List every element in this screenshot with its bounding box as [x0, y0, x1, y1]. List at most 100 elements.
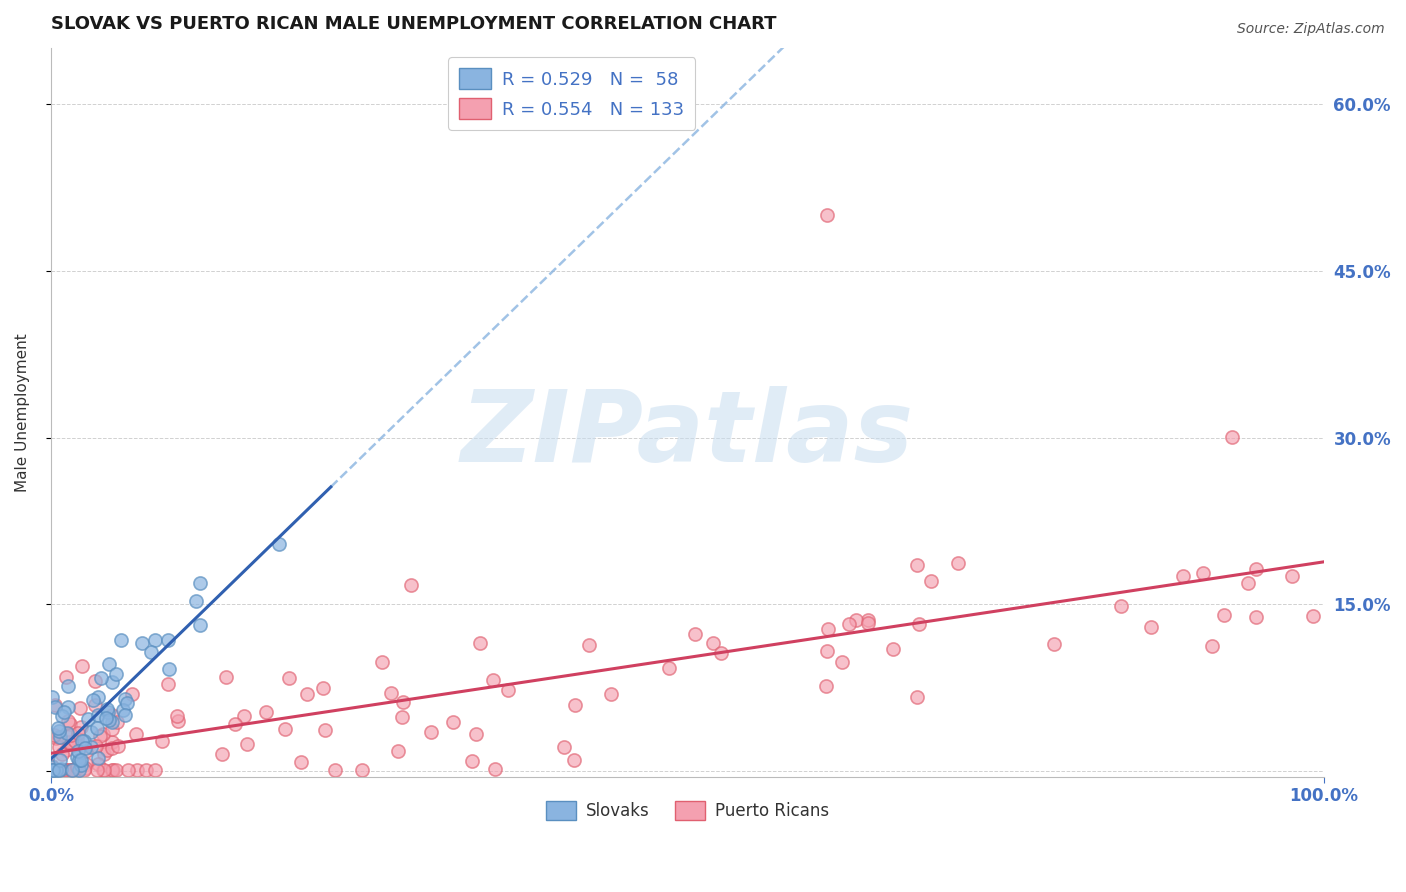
Point: [702, 636, 724, 650]
Point: [921, 574, 943, 589]
Point: [1281, 569, 1303, 583]
Point: [484, 762, 506, 776]
Point: [114, 707, 136, 722]
Point: [496, 682, 519, 697]
Point: [110, 632, 132, 647]
Point: [710, 646, 733, 660]
Point: [87, 708, 110, 723]
Point: [482, 673, 505, 687]
Point: [188, 617, 211, 632]
Point: [815, 208, 838, 222]
Point: [73, 741, 96, 756]
Point: [97, 705, 120, 719]
Point: [815, 644, 838, 658]
Point: [233, 709, 256, 723]
Point: [66, 760, 89, 774]
Point: [236, 737, 259, 751]
Point: [51, 747, 73, 762]
Point: [215, 670, 238, 684]
Point: [184, 594, 207, 608]
Point: [683, 627, 706, 641]
Point: [96, 702, 118, 716]
Point: [67, 763, 90, 777]
Point: [75, 761, 97, 775]
Point: [66, 726, 89, 740]
Point: [93, 726, 115, 740]
Point: [143, 632, 166, 647]
Point: [42, 763, 65, 777]
Point: [58, 735, 80, 749]
Point: [838, 616, 860, 631]
Point: [460, 754, 482, 768]
Point: [48, 740, 70, 755]
Point: [49, 731, 72, 745]
Point: [77, 712, 100, 726]
Point: [188, 576, 211, 591]
Point: [1302, 608, 1324, 623]
Point: [87, 690, 110, 705]
Point: [578, 638, 600, 652]
Point: [93, 763, 115, 777]
Point: [101, 675, 124, 690]
Point: [387, 744, 409, 758]
Point: [391, 709, 413, 723]
Point: [125, 727, 148, 741]
Point: [55, 670, 77, 684]
Point: [98, 657, 121, 672]
Point: [553, 739, 575, 754]
Legend: Slovaks, Puerto Ricans: Slovaks, Puerto Ricans: [538, 794, 835, 827]
Point: [58, 714, 80, 729]
Point: [53, 763, 76, 777]
Point: [49, 762, 72, 776]
Point: [58, 679, 80, 693]
Point: [114, 692, 136, 706]
Point: [60, 763, 83, 777]
Point: [562, 753, 585, 767]
Point: [48, 763, 70, 777]
Point: [150, 734, 173, 748]
Point: [290, 755, 312, 769]
Point: [105, 667, 128, 681]
Point: [96, 742, 118, 756]
Point: [53, 763, 76, 777]
Point: [1201, 639, 1223, 653]
Text: SLOVAK VS PUERTO RICAN MALE UNEMPLOYMENT CORRELATION CHART: SLOVAK VS PUERTO RICAN MALE UNEMPLOYMENT…: [51, 15, 776, 33]
Point: [211, 747, 233, 761]
Point: [65, 763, 87, 777]
Point: [908, 617, 931, 632]
Point: [82, 693, 104, 707]
Point: [41, 763, 63, 777]
Point: [157, 633, 180, 648]
Point: [69, 753, 91, 767]
Point: [323, 763, 346, 777]
Point: [55, 726, 77, 740]
Point: [254, 705, 277, 719]
Point: [93, 747, 115, 761]
Point: [70, 734, 93, 748]
Point: [856, 613, 879, 627]
Point: [1173, 569, 1195, 583]
Point: [48, 763, 70, 777]
Point: [882, 641, 904, 656]
Point: [66, 750, 89, 764]
Point: [56, 700, 79, 714]
Point: [80, 725, 103, 739]
Point: [419, 725, 441, 739]
Point: [274, 722, 297, 736]
Point: [70, 758, 93, 772]
Point: [48, 753, 70, 767]
Point: [399, 577, 422, 591]
Point: [1237, 575, 1260, 590]
Point: [1192, 566, 1215, 580]
Y-axis label: Male Unemployment: Male Unemployment: [15, 334, 30, 492]
Point: [55, 743, 77, 757]
Point: [267, 537, 290, 551]
Point: [56, 763, 79, 777]
Point: [48, 730, 70, 744]
Point: [83, 674, 105, 689]
Point: [105, 714, 128, 729]
Point: [277, 671, 299, 685]
Point: [224, 717, 246, 731]
Point: [53, 705, 76, 719]
Point: [1244, 562, 1267, 576]
